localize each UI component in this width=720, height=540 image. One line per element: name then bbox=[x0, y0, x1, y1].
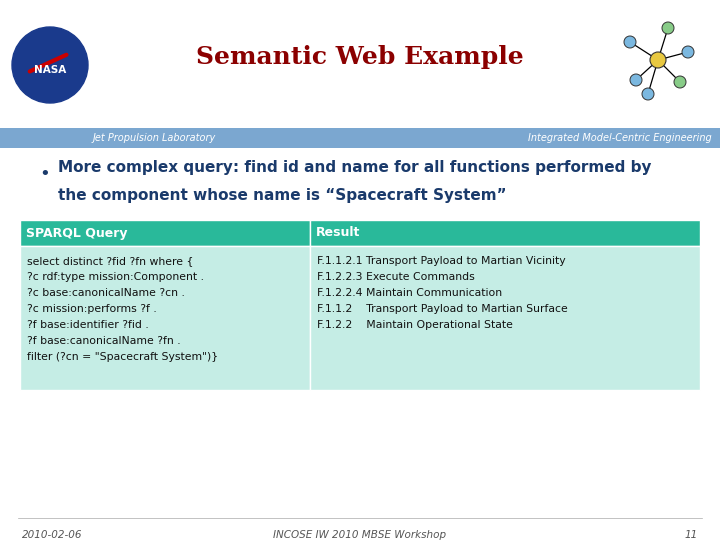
Bar bbox=[20, 246, 310, 390]
Text: ?c rdf:type mission:Component .: ?c rdf:type mission:Component . bbox=[27, 272, 204, 282]
Text: INCOSE IW 2010 MBSE Workshop: INCOSE IW 2010 MBSE Workshop bbox=[274, 530, 446, 540]
Circle shape bbox=[624, 36, 636, 48]
Text: SPARQL Query: SPARQL Query bbox=[26, 226, 127, 240]
Circle shape bbox=[674, 76, 686, 88]
Text: F.1.1.2.1 Transport Payload to Martian Vicinity: F.1.1.2.1 Transport Payload to Martian V… bbox=[317, 256, 566, 266]
Text: ?c mission:performs ?f .: ?c mission:performs ?f . bbox=[27, 304, 157, 314]
Text: F.1.2.2.4 Maintain Communication: F.1.2.2.4 Maintain Communication bbox=[317, 288, 502, 298]
Circle shape bbox=[662, 22, 674, 34]
Bar bbox=[310, 220, 700, 246]
Text: 2010-02-06: 2010-02-06 bbox=[22, 530, 83, 540]
Bar bbox=[0, 128, 720, 148]
Text: •: • bbox=[40, 165, 50, 183]
Circle shape bbox=[630, 74, 642, 86]
Circle shape bbox=[642, 88, 654, 100]
Text: F.1.1.2    Transport Payload to Martian Surface: F.1.1.2 Transport Payload to Martian Sur… bbox=[317, 304, 568, 314]
Text: ?c base:canonicalName ?cn .: ?c base:canonicalName ?cn . bbox=[27, 288, 185, 298]
Text: Jet Propulsion Laboratory: Jet Propulsion Laboratory bbox=[93, 133, 216, 143]
FancyArrowPatch shape bbox=[30, 55, 66, 71]
Text: F.1.2.2.3 Execute Commands: F.1.2.2.3 Execute Commands bbox=[317, 272, 474, 282]
Text: Integrated Model-Centric Engineering: Integrated Model-Centric Engineering bbox=[528, 133, 712, 143]
Text: NASA: NASA bbox=[34, 65, 66, 75]
Text: Result: Result bbox=[316, 226, 361, 240]
Bar bbox=[20, 220, 310, 246]
Text: F.1.2.2    Maintain Operational State: F.1.2.2 Maintain Operational State bbox=[317, 320, 513, 330]
Text: filter (?cn = "Spacecraft System")}: filter (?cn = "Spacecraft System")} bbox=[27, 352, 218, 362]
Circle shape bbox=[682, 46, 694, 58]
Text: 11: 11 bbox=[685, 530, 698, 540]
Circle shape bbox=[12, 27, 88, 103]
Text: the component whose name is “Spacecraft System”: the component whose name is “Spacecraft … bbox=[58, 188, 507, 203]
Text: ?f base:canonicalName ?fn .: ?f base:canonicalName ?fn . bbox=[27, 336, 181, 346]
Text: select distinct ?fid ?fn where {: select distinct ?fid ?fn where { bbox=[27, 256, 194, 266]
Text: More complex query: find id and name for all functions performed by: More complex query: find id and name for… bbox=[58, 160, 652, 175]
Circle shape bbox=[650, 52, 666, 68]
Text: ?f base:identifier ?fid .: ?f base:identifier ?fid . bbox=[27, 320, 149, 330]
Text: Semantic Web Example: Semantic Web Example bbox=[196, 45, 524, 69]
Bar bbox=[310, 246, 700, 390]
